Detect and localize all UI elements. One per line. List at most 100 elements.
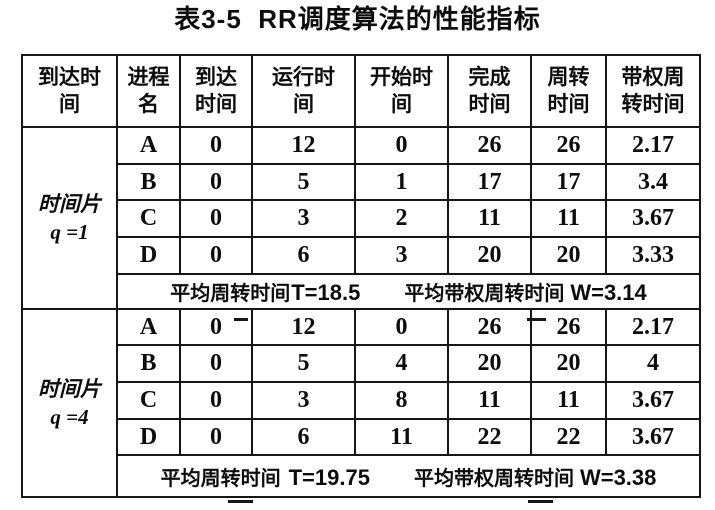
cell-start: 1 [354, 163, 449, 201]
cell-turnaround: 20 [530, 236, 607, 275]
table-row: B 0 5 4 20 20 4 [22, 344, 701, 383]
avg-turnaround-value: T=19.75 [288, 464, 370, 490]
cell-run: 3 [251, 381, 356, 420]
header-line: 间 [59, 92, 80, 116]
section-label-line: q =4 [50, 405, 89, 429]
cell-turnaround: 22 [530, 418, 607, 456]
avg-turnaround-label: 平均周转时间 [170, 283, 291, 305]
cell-finish: 26 [447, 126, 532, 165]
header-line: 运行时 [272, 65, 335, 89]
header-row: 到达时 间 进程 名 到达 时间 运行时 间 开始时 间 完成 时间 [21, 54, 701, 128]
section-label-q1: 时间片 q =1 [21, 126, 118, 310]
cell-run: 12 [251, 126, 356, 165]
header-line: 转时间 [621, 92, 685, 116]
table-row: B 0 5 1 17 17 3.4 [22, 163, 701, 201]
header-line: 进程 [127, 65, 170, 89]
cell-weighted-turnaround: 3.4 [605, 163, 701, 201]
cell-finish: 17 [447, 163, 532, 201]
header-run-time: 运行时 间 [251, 54, 356, 128]
header-line: 时间 [195, 92, 237, 116]
table-row: C 0 3 8 11 11 3.67 [22, 381, 701, 420]
cell-run: 5 [251, 344, 356, 383]
cell-turnaround: 17 [530, 163, 607, 201]
cell-weighted-turnaround: 4 [605, 344, 701, 383]
cell-arrival: 0 [179, 199, 253, 238]
section-label-q4: 时间片 q =4 [21, 308, 118, 498]
header-start-time: 开始时 间 [354, 54, 449, 128]
avg-weighted-turnaround-label: 平均带权周转时间 [413, 467, 574, 490]
cell-turnaround: 26 [530, 126, 607, 165]
section-label-line: 时间片 [38, 377, 101, 401]
cell-weighted-turnaround: 2.17 [605, 308, 701, 346]
cell-finish: 20 [447, 344, 532, 383]
cell-start: 11 [354, 418, 449, 456]
summary-row-q4: 平均周转时间 T=19.75 平均带权周转时间 W=3.38 [22, 454, 701, 498]
scan-artifact-mark [527, 318, 546, 321]
header-line: 时间 [547, 92, 590, 116]
cell-finish: 11 [447, 381, 532, 420]
avg-weighted-turnaround-label: 平均带权周转时间 [404, 283, 565, 305]
cell-finish: 26 [447, 308, 532, 346]
header-line: 到达 [195, 65, 237, 89]
header-line: 间 [391, 92, 412, 116]
cell-weighted-turnaround: 3.67 [605, 381, 701, 420]
header-line: 周转 [547, 65, 590, 89]
cell-finish: 22 [447, 418, 532, 456]
cell-process: B [116, 344, 181, 383]
scan-artifact-mark [528, 500, 553, 503]
cell-start: 4 [354, 344, 449, 383]
header-weighted-turnaround-time: 带权周 转时间 [605, 54, 701, 128]
cell-start: 8 [354, 381, 449, 420]
cell-run: 6 [251, 236, 356, 275]
header-arrival-time: 到达 时间 [179, 54, 253, 128]
cell-start: 0 [354, 126, 449, 165]
cell-process: A [116, 126, 181, 165]
cell-run: 6 [251, 418, 356, 456]
table-row: 时间片 q =4 A 0 12 0 26 26 2.17 [21, 308, 701, 498]
table-row: C 0 3 2 11 11 3.67 [22, 199, 701, 238]
header-process-name: 进程 名 [116, 54, 181, 128]
cell-start: 3 [354, 236, 449, 275]
cell-arrival: 0 [179, 236, 253, 275]
table-row: 时间片 q =1 A 0 12 0 26 26 2.17 [21, 126, 701, 310]
cell-turnaround: 20 [530, 344, 607, 383]
cell-turnaround: 11 [530, 381, 607, 420]
cell-run: 3 [251, 199, 356, 238]
cell-run: 12 [251, 308, 356, 346]
header-line: 间 [293, 92, 314, 116]
table-row: D 0 6 11 22 22 3.67 [22, 418, 701, 456]
header-turnaround-time: 周转 时间 [530, 54, 607, 128]
avg-turnaround-label: 平均周转时间 [160, 467, 281, 490]
header-line: 到达时 [38, 65, 101, 89]
cell-start: 0 [354, 308, 449, 346]
header-line: 时间 [468, 92, 511, 116]
section-label-line: q =1 [50, 220, 89, 244]
summary-cell: 平均周转时间 T=19.75 平均带权周转时间 W=3.38 [116, 454, 701, 498]
header-finish-time: 完成 时间 [447, 54, 532, 128]
cell-process: D [116, 236, 181, 275]
cell-arrival: 0 [179, 308, 253, 346]
avg-weighted-turnaround-value: W=3.38 [579, 464, 657, 490]
cell-start: 2 [354, 199, 449, 238]
cell-run: 5 [251, 163, 356, 201]
header-line: 带权周 [621, 65, 685, 89]
cell-process: B [116, 163, 181, 201]
header-arrival-time-left: 到达时 间 [21, 54, 118, 128]
avg-weighted-turnaround-value: W=3.14 [570, 280, 647, 305]
cell-finish: 20 [447, 236, 532, 275]
scan-artifact-mark [234, 318, 248, 321]
cell-turnaround: 26 [530, 308, 607, 346]
cell-process: A [116, 308, 181, 346]
cell-finish: 11 [447, 199, 532, 238]
header-line: 名 [138, 92, 159, 116]
summary-row-q1: 平均周转时间T=18.5 平均带权周转时间 W=3.14 [22, 273, 701, 310]
cell-turnaround: 11 [530, 199, 607, 238]
cell-weighted-turnaround: 3.67 [605, 199, 701, 238]
cell-process: C [116, 381, 181, 420]
cell-process: D [116, 418, 181, 456]
cell-arrival: 0 [179, 381, 253, 420]
cell-arrival: 0 [179, 126, 253, 165]
rr-performance-table: 到达时 间 进程 名 到达 时间 运行时 间 开始时 间 完成 时间 [21, 54, 701, 498]
scan-artifact-mark [228, 500, 253, 503]
